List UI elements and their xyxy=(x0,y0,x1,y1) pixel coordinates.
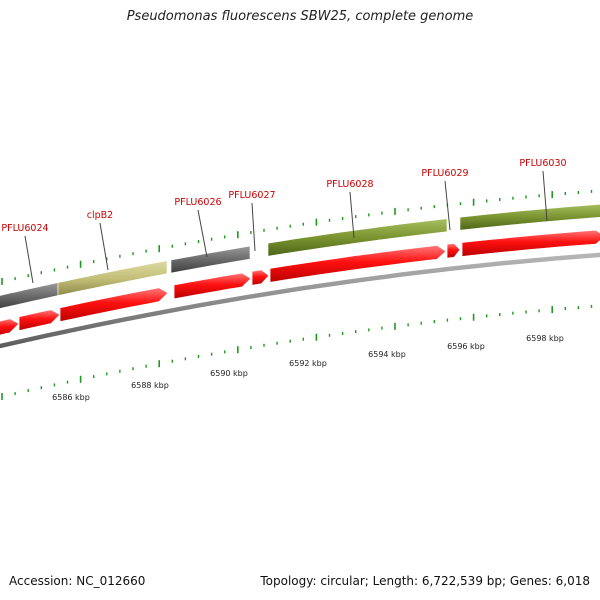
gene-label-leader xyxy=(197,209,208,258)
gene-label: PFLU6024 xyxy=(1,223,48,234)
gene-label-leader xyxy=(24,235,34,284)
gene-block-pflu6030 xyxy=(459,203,600,231)
scale-label: 6596 kbp xyxy=(447,342,485,351)
gene-label: PFLU6029 xyxy=(421,168,468,179)
scale-label: 6590 kbp xyxy=(210,369,248,378)
gene-label: PFLU6028 xyxy=(326,179,373,190)
gene-label-leader xyxy=(542,170,548,222)
gene-label: PFLU6026 xyxy=(174,197,221,208)
outer-tick-track xyxy=(1,189,593,285)
gene-block-pflu6028 xyxy=(267,218,448,257)
gene-label: PFLU6027 xyxy=(228,190,275,201)
scale-label-layer: 6586 kbp 6588 kbp 6590 kbp 6592 kbp 6594 kbp… xyxy=(52,334,564,402)
gene-label-leader xyxy=(349,191,355,239)
cds-track xyxy=(0,229,600,336)
gene-label: PFLU6030 xyxy=(519,158,566,169)
cds-arrow-3 xyxy=(59,287,169,323)
gene-label-leader xyxy=(444,180,451,231)
cds-arrow-4 xyxy=(173,272,252,300)
gene-label-layer: PFLU6024 clpB2 PFLU6026 PFLU6027 PFLU6028 PFL… xyxy=(1,158,567,284)
gene-label: clpB2 xyxy=(87,210,113,221)
map-title: Pseudomonas fluorescens SBW25, complete … xyxy=(126,9,474,24)
cds-arrow-8 xyxy=(461,229,600,257)
gene-block-clpb2 xyxy=(57,260,168,296)
accession-text: Accession: NC_012660 xyxy=(9,574,146,588)
scale-label: 6592 kbp xyxy=(289,359,327,368)
scale-label: 6594 kbp xyxy=(368,350,406,359)
cds-arrow-7 xyxy=(446,243,461,259)
gene-block-pflu6024 xyxy=(0,282,59,309)
genome-summary-text: Topology: circular; Length: 6,722,539 bp… xyxy=(260,574,590,588)
cds-arrow-6 xyxy=(269,244,447,283)
scale-label: 6588 kbp xyxy=(131,381,169,390)
cds-arrow-5 xyxy=(251,269,270,286)
inner-tick-track xyxy=(1,304,593,400)
scale-label: 6598 kbp xyxy=(526,334,564,343)
gene-label-leader xyxy=(99,222,109,271)
gene-label-leader xyxy=(251,202,256,252)
cds-arrow-1 xyxy=(0,318,20,336)
gene-block-pflu6026 xyxy=(170,245,251,274)
gene-track xyxy=(0,203,600,309)
cds-arrow-2 xyxy=(18,309,61,332)
scale-label: 6586 kbp xyxy=(52,393,90,402)
